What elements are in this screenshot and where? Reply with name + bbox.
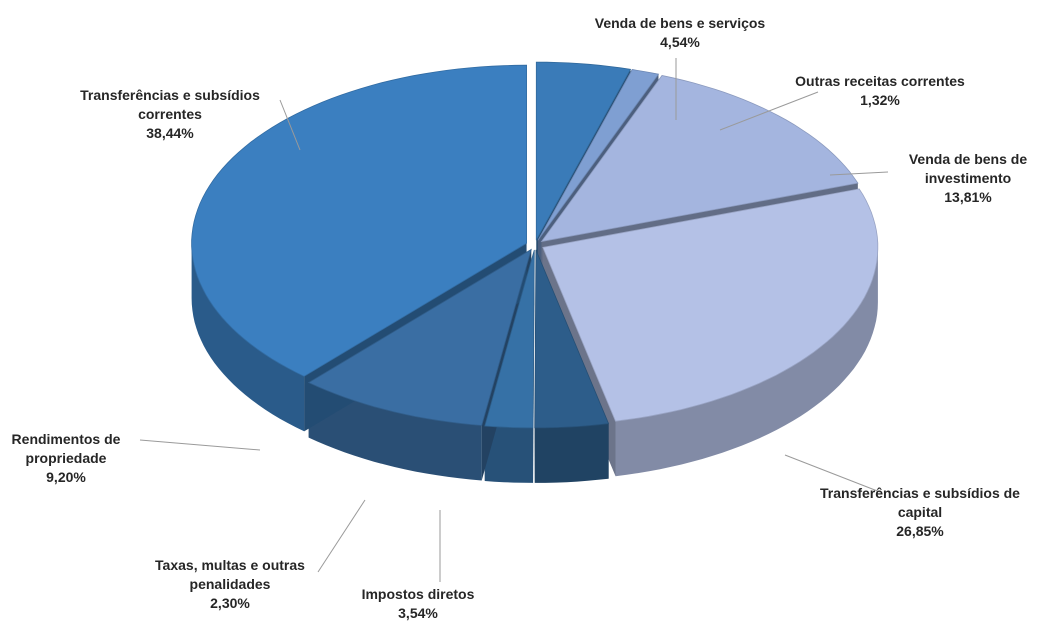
data-label: Venda de bens de investimento 13,81% bbox=[893, 150, 1040, 207]
slice-name: Transferências e subsídios correntes bbox=[80, 87, 260, 122]
leader-line bbox=[784, 454, 881, 493]
data-label: Transferências e subsídios de capital 26,… bbox=[805, 484, 1035, 541]
data-label: Rendimentos de propriedade 9,20% bbox=[0, 430, 136, 487]
slice-value: 3,54% bbox=[398, 605, 438, 621]
slice-name: Venda de bens de investimento bbox=[908, 151, 1028, 186]
pie-slice bbox=[542, 188, 879, 422]
slice-name: Venda de bens e serviços bbox=[594, 15, 766, 31]
data-label: Outras receitas correntes 1,32% bbox=[765, 72, 995, 110]
data-label: Taxas, multas e outras penalidades 2,30% bbox=[135, 556, 325, 613]
pie-slice bbox=[540, 75, 859, 243]
slice-value: 4,54% bbox=[660, 34, 700, 50]
pie-slice bbox=[535, 61, 632, 241]
slice-side bbox=[191, 243, 305, 432]
leader-line bbox=[279, 99, 301, 151]
slice-side bbox=[308, 382, 482, 481]
pie-slice bbox=[484, 249, 535, 429]
slice-name: Transferências e subsídios de capital bbox=[820, 485, 1020, 520]
pie-slice bbox=[537, 69, 660, 241]
leader-line bbox=[829, 171, 889, 176]
slice-value: 1,32% bbox=[860, 92, 900, 108]
pie-slice bbox=[534, 249, 610, 429]
pie-slice bbox=[307, 248, 532, 426]
slice-side bbox=[534, 423, 609, 483]
slice-side bbox=[615, 247, 878, 477]
slice-value: 13,81% bbox=[944, 189, 992, 205]
slice-name: Outras receitas correntes bbox=[795, 73, 965, 89]
slice-value: 2,30% bbox=[210, 595, 250, 611]
leader-line bbox=[719, 91, 819, 131]
data-label: Venda de bens e serviços 4,54% bbox=[560, 14, 800, 52]
leader-line bbox=[317, 499, 366, 573]
data-label: Impostos diretos 3,54% bbox=[318, 585, 518, 623]
slice-name: Rendimentos de propriedade bbox=[11, 431, 121, 466]
slice-side bbox=[484, 426, 534, 483]
slice-value: 9,20% bbox=[46, 469, 86, 485]
slice-name: Impostos diretos bbox=[361, 586, 475, 602]
leader-line bbox=[139, 439, 261, 451]
pie-slice bbox=[191, 64, 528, 377]
data-label: Transferências e subsídios correntes 38,4… bbox=[55, 86, 285, 143]
slice-value: 38,44% bbox=[146, 125, 194, 141]
slice-value: 26,85% bbox=[896, 523, 944, 539]
slice-name: Taxas, multas e outras penalidades bbox=[155, 557, 305, 592]
